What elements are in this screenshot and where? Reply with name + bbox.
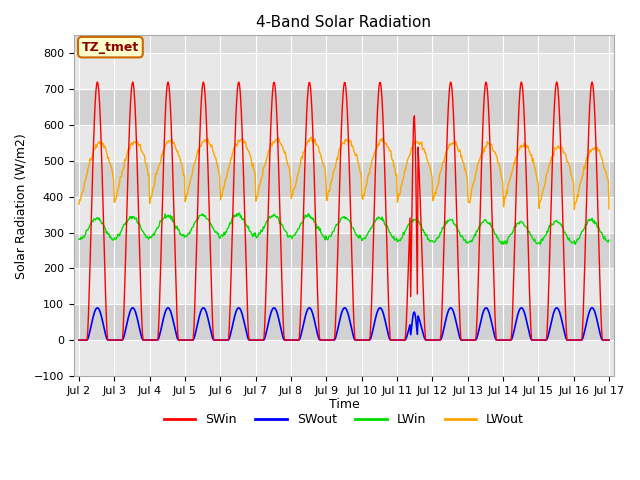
Bar bbox=[74, 304, 614, 340]
Bar bbox=[74, 89, 614, 125]
Legend: SWin, SWout, LWin, LWout: SWin, SWout, LWin, LWout bbox=[159, 408, 529, 431]
Bar bbox=[74, 125, 614, 161]
Bar bbox=[74, 197, 614, 232]
Text: TZ_tmet: TZ_tmet bbox=[82, 41, 139, 54]
X-axis label: Time: Time bbox=[328, 398, 359, 411]
Bar bbox=[74, 268, 614, 304]
Bar bbox=[74, 53, 614, 89]
Bar bbox=[74, 232, 614, 268]
Title: 4-Band Solar Radiation: 4-Band Solar Radiation bbox=[257, 15, 431, 30]
Bar bbox=[74, 340, 614, 376]
Y-axis label: Solar Radiation (W/m2): Solar Radiation (W/m2) bbox=[15, 133, 28, 278]
Bar bbox=[74, 161, 614, 197]
